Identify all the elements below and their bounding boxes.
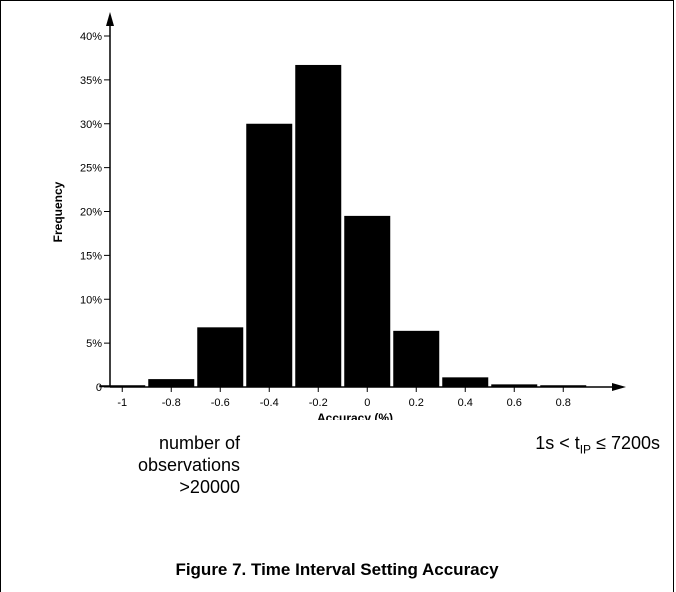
interval-range-note: 1s < tIP ≤ 7200s	[470, 432, 660, 461]
x-tick-label: -0.4	[260, 397, 279, 409]
y-tick-label: 5%	[86, 338, 102, 350]
x-tick-label: 0.8	[556, 397, 571, 409]
y-tick-label: 20%	[80, 207, 102, 219]
y-tick-label: 10%	[80, 294, 102, 306]
x-tick-label: 0	[364, 397, 370, 409]
x-tick-label: 0.2	[409, 397, 424, 409]
observations-note-line-2: observations	[137, 455, 240, 475]
observations-note-line-1: number of	[158, 433, 240, 453]
histogram-bar	[148, 379, 195, 387]
y-axis-title: Frequency	[51, 181, 65, 242]
histogram-bar	[344, 215, 391, 387]
histogram-bar	[540, 385, 587, 388]
figure-caption: Figure 7. Time Interval Setting Accuracy	[175, 560, 499, 579]
bars-group	[99, 64, 587, 388]
x-tick-label: -1	[117, 397, 127, 409]
y-tick-label: 40%	[80, 31, 102, 43]
x-tick-label: 0.4	[458, 397, 473, 409]
y-axis-ticks: 0 5% 10% 15% 20% 25% 30% 35% 40%	[80, 31, 110, 394]
y-tick-label: 25%	[80, 163, 102, 175]
y-tick-label: 30%	[80, 119, 102, 131]
x-tick-label: -0.2	[309, 397, 328, 409]
observations-note-line-3: >20000	[179, 477, 240, 497]
x-tick-label: -0.8	[162, 397, 181, 409]
histogram-bar	[393, 330, 440, 387]
x-axis-title: Accuracy (%)	[317, 411, 393, 420]
interval-range-subscript: IP	[579, 442, 592, 457]
histogram-bar	[442, 377, 489, 387]
y-tick-label: 15%	[80, 250, 102, 262]
interval-range-prefix: 1s < t	[535, 433, 580, 453]
x-tick-label: -0.6	[211, 397, 230, 409]
x-tick-label: 0.6	[507, 397, 522, 409]
y-tick-label: 0	[96, 382, 102, 394]
histogram-bar	[491, 384, 538, 387]
y-axis-arrow	[106, 12, 114, 26]
histogram-bar	[197, 327, 244, 387]
histogram-bar	[295, 64, 342, 388]
x-axis-arrow	[612, 383, 626, 391]
histogram-bar	[99, 385, 146, 388]
observations-note: number of observations >20000	[100, 432, 240, 498]
histogram-bar	[246, 123, 293, 387]
histogram-chart: 05%10%15%20%25%30%35%40% -1 -0.8 -0.6 -0.4-…	[51, 12, 626, 420]
interval-range-suffix: ≤ 7200s	[591, 433, 660, 453]
x-axis-ticks: -1 -0.8 -0.6 -0.4 -0.2 0 0.2 0.4 0.6 0.8	[117, 387, 571, 409]
y-tick-label: 35%	[80, 75, 102, 87]
